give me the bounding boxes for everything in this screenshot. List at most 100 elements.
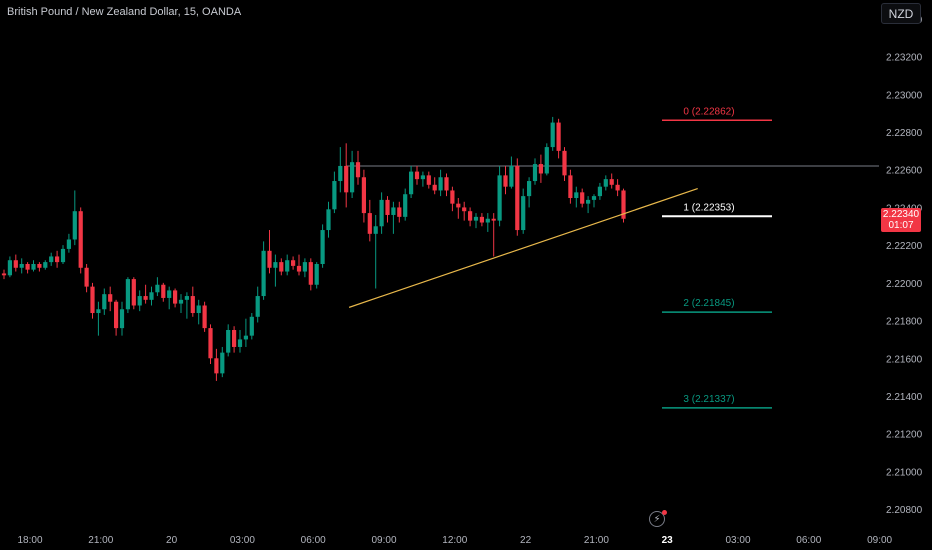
candle-body bbox=[31, 264, 36, 270]
candle-body bbox=[438, 177, 443, 191]
candle-body bbox=[574, 192, 579, 198]
price-tick-label: 2.21000 bbox=[886, 467, 923, 478]
candle-body bbox=[249, 316, 254, 336]
candle-body bbox=[397, 207, 402, 217]
candle-body bbox=[391, 207, 396, 215]
candle-body bbox=[527, 181, 532, 197]
candle-body bbox=[338, 165, 343, 182]
candle-body bbox=[361, 177, 366, 214]
candle-body bbox=[25, 264, 30, 270]
price-axis-bg bbox=[879, 0, 932, 550]
candle-body bbox=[232, 330, 237, 347]
candle-body bbox=[173, 290, 178, 304]
candle-body bbox=[125, 279, 130, 310]
candle-body bbox=[332, 181, 337, 210]
fib-extension-levels[interactable]: 0 (2.22862) 1 (2.22353) 2 (2.21845) 3 (2.21… bbox=[662, 106, 772, 409]
time-tick-label: 18:00 bbox=[17, 535, 42, 546]
candle-body bbox=[379, 199, 384, 227]
last-price-value: 2.22340 bbox=[882, 209, 920, 220]
ascending-trendline[interactable] bbox=[348, 188, 698, 308]
candle-body bbox=[597, 186, 602, 197]
candle-body bbox=[296, 265, 302, 272]
candle-body bbox=[367, 213, 372, 234]
time-tick-label: 23 bbox=[662, 535, 674, 546]
time-tick-label: 06:00 bbox=[301, 535, 326, 546]
candle-body bbox=[538, 164, 543, 174]
candle-body bbox=[155, 284, 160, 293]
candle-body bbox=[550, 122, 555, 148]
time-tick-label: 06:00 bbox=[796, 535, 821, 546]
candle-body bbox=[373, 226, 378, 234]
price-tick-label: 2.21800 bbox=[886, 317, 923, 328]
candle-body bbox=[473, 216, 479, 221]
trendline bbox=[348, 188, 698, 308]
candle-body bbox=[532, 164, 538, 182]
candle-body bbox=[273, 262, 278, 268]
candle-body bbox=[350, 162, 355, 193]
time-tick-label: 09:00 bbox=[371, 535, 396, 546]
fib-level-label: 2 (2.21845) bbox=[683, 298, 734, 309]
candle-body bbox=[7, 260, 12, 276]
candle-body bbox=[78, 211, 83, 268]
candle-body bbox=[568, 175, 573, 198]
candle-body bbox=[178, 299, 184, 304]
time-tick-label: 20 bbox=[166, 535, 178, 546]
price-tick-label: 2.22000 bbox=[886, 279, 923, 290]
fib-level-label: 1 (2.22353) bbox=[683, 202, 734, 213]
fib-level-label: 3 (2.21337) bbox=[683, 394, 734, 405]
price-tick-label: 2.22200 bbox=[886, 241, 923, 252]
candle-body bbox=[49, 256, 54, 263]
candle-body bbox=[285, 260, 290, 272]
candle-body bbox=[43, 262, 48, 268]
candle-body bbox=[497, 175, 502, 221]
candle-body bbox=[279, 262, 284, 272]
candle-body bbox=[214, 358, 219, 374]
candle-body bbox=[621, 190, 626, 219]
candle-body bbox=[426, 175, 431, 185]
candle-body bbox=[237, 339, 243, 347]
candle-body bbox=[515, 165, 520, 231]
candle-body bbox=[66, 239, 71, 249]
candle-body bbox=[72, 211, 77, 240]
time-tick-label: 12:00 bbox=[442, 535, 467, 546]
candle-body bbox=[190, 296, 195, 314]
candle-body bbox=[13, 260, 18, 268]
candle-body bbox=[456, 203, 461, 208]
candle-body bbox=[243, 335, 248, 340]
candle-body bbox=[255, 296, 260, 317]
lightning-icon[interactable]: ⚡ bbox=[649, 511, 665, 527]
candle-body bbox=[450, 190, 455, 204]
candle-body bbox=[521, 196, 526, 231]
candle-body bbox=[320, 230, 325, 264]
currency-button[interactable]: NZD bbox=[881, 3, 921, 24]
candle-body bbox=[114, 301, 119, 329]
candle-body bbox=[344, 165, 349, 193]
candle-body bbox=[509, 165, 514, 187]
candle-body bbox=[479, 216, 484, 223]
candle-body bbox=[308, 262, 313, 285]
candle-body bbox=[167, 290, 172, 298]
candle-body bbox=[161, 284, 166, 298]
price-axis[interactable]: 2.234002.232002.230002.228002.226002.224… bbox=[879, 0, 932, 550]
time-axis[interactable]: 18:00 21:00 20 03:00 06:00 09:00 12:00 22 21:00 2… bbox=[17, 535, 892, 546]
candle-body bbox=[414, 171, 420, 180]
candle-body bbox=[108, 294, 113, 302]
candle-body bbox=[485, 218, 490, 223]
candle-body bbox=[96, 309, 101, 314]
candle-body bbox=[37, 264, 42, 268]
candle-body bbox=[291, 260, 296, 266]
time-tick-label: 03:00 bbox=[725, 535, 750, 546]
fib-level-label: 0 (2.22862) bbox=[683, 106, 734, 117]
price-tick-label: 2.23000 bbox=[886, 90, 923, 101]
candle-body bbox=[302, 262, 307, 272]
candle-body bbox=[580, 192, 585, 204]
candle-body bbox=[468, 211, 473, 221]
candle-body bbox=[444, 177, 449, 191]
price-tick-label: 2.21200 bbox=[886, 430, 923, 441]
candle-body bbox=[149, 292, 154, 300]
candle-body bbox=[220, 352, 225, 374]
candle-body bbox=[90, 286, 95, 314]
candle-body bbox=[137, 296, 142, 306]
candlestick-series bbox=[1, 116, 626, 381]
